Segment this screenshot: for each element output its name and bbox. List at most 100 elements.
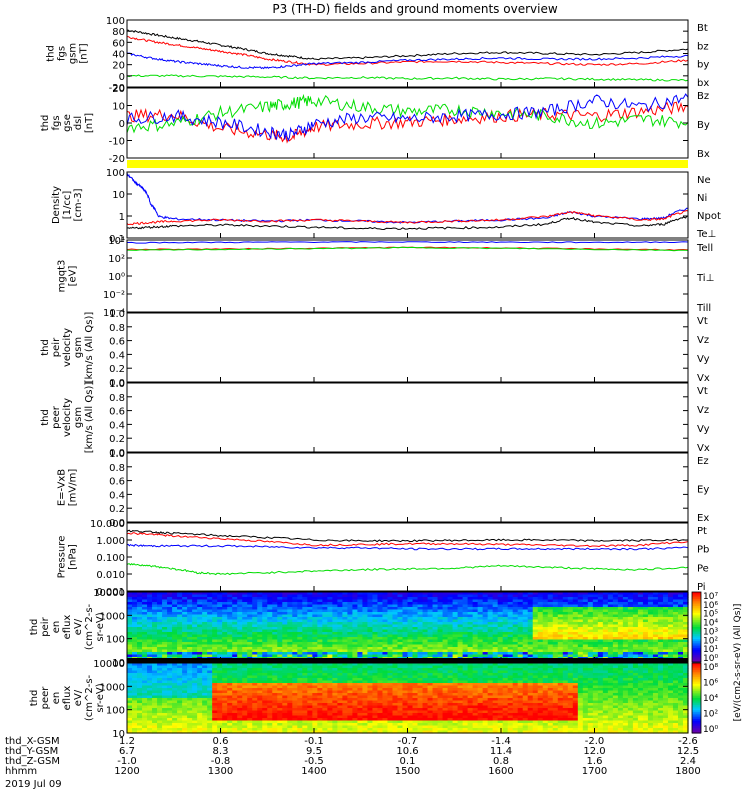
heatmap-cell [167, 685, 173, 689]
heatmap-cell [277, 594, 283, 598]
heatmap-cell [397, 592, 404, 596]
heatmap-cell [432, 644, 439, 648]
heatmap-cell [537, 675, 544, 679]
heatmap-cell [162, 690, 168, 694]
heatmap-cell [312, 619, 318, 623]
heatmap-cell [542, 663, 549, 667]
heatmap-cell [572, 649, 579, 653]
heatmap-cell [182, 604, 188, 608]
heatmap-cell [532, 607, 539, 611]
heatmap-cell [447, 690, 454, 694]
heatmap-cell [572, 599, 579, 603]
heatmap-cell [512, 663, 519, 667]
heatmap-cell [517, 670, 524, 674]
heatmap-cell [537, 629, 544, 633]
heatmap-cell [557, 592, 564, 596]
heatmap-cell [442, 639, 449, 643]
heatmap-cell [462, 680, 469, 684]
heatmap-cell [237, 614, 243, 618]
heatmap-cell [147, 673, 153, 677]
heatmap-cell [277, 627, 283, 631]
heatmap-cell [337, 683, 343, 687]
heatmap-cell [677, 654, 684, 658]
heatmap-cell [272, 639, 278, 643]
heatmap-cell [427, 675, 434, 679]
heatmap-cell [202, 652, 208, 656]
heatmap-cell [277, 639, 283, 643]
heatmap-cell [467, 619, 474, 623]
heatmap-cell [302, 594, 308, 598]
heatmap-cell [442, 690, 449, 694]
heatmap-cell [247, 690, 253, 694]
y-axis-label-line: [nPa] [68, 544, 79, 570]
heatmap-cell [652, 612, 659, 616]
heatmap-cell [662, 690, 669, 694]
heatmap-cell [382, 609, 389, 613]
heatmap-cell [152, 599, 158, 603]
heatmap-cell [587, 594, 594, 598]
heatmap-cell [132, 670, 138, 674]
heatmap-cell [367, 609, 374, 613]
heatmap-cell [202, 688, 208, 692]
heatmap-cell [682, 632, 689, 636]
heatmap-cell [287, 652, 293, 656]
heatmap-cell [467, 612, 474, 616]
heatmap-cell [177, 644, 183, 648]
y-axis-label: Pressure[nPa] [57, 536, 79, 579]
heatmap-cell [567, 690, 574, 694]
heatmap-cell [442, 688, 449, 692]
heatmap-cell [187, 602, 193, 606]
heatmap-cell [522, 602, 529, 606]
heatmap-cell [427, 647, 434, 651]
heatmap-cell [157, 652, 163, 656]
heatmap-cell [467, 592, 474, 596]
heatmap-cell [397, 654, 404, 658]
heatmap-cell [662, 624, 669, 628]
heatmap-cell [197, 688, 203, 692]
heatmap-cell [607, 685, 614, 689]
heatmap-cell [182, 602, 188, 606]
heatmap-cell [132, 624, 138, 628]
heatmap-cell [442, 597, 449, 601]
heatmap-cell [472, 647, 479, 651]
heatmap-cell [352, 673, 359, 677]
heatmap-cell [457, 675, 464, 679]
heatmap-cell [592, 693, 599, 697]
heatmap-cell [217, 642, 223, 646]
heatmap-cell [307, 670, 313, 674]
heatmap-cell [682, 683, 689, 687]
heatmap-cell [242, 639, 248, 643]
heatmap-cell [637, 614, 644, 618]
heatmap-cell [327, 639, 333, 643]
heatmap-cell [422, 654, 429, 658]
heatmap-cell [607, 617, 614, 621]
heatmap-cell [247, 622, 253, 626]
heatmap-cell [217, 634, 223, 638]
heatmap-cell [222, 647, 228, 651]
heatmap-cell [557, 647, 564, 651]
heatmap-cell [162, 654, 168, 658]
colorbar-segment [692, 620, 701, 623]
heatmap-cell [332, 680, 338, 684]
heatmap-cell [487, 604, 494, 608]
heatmap-cell [647, 594, 654, 598]
heatmap-cell [217, 688, 223, 692]
heatmap-cell [307, 678, 313, 682]
colorbar-segment [692, 609, 701, 612]
heatmap-cell [637, 624, 644, 628]
heatmap-cell [402, 634, 409, 638]
heatmap-cell [337, 680, 343, 684]
heatmap-cell [477, 688, 484, 692]
heatmap-cell [457, 693, 464, 697]
heatmap-cell [382, 637, 389, 641]
heatmap-cell [202, 632, 208, 636]
heatmap-cell [202, 678, 208, 682]
heatmap-cell [492, 639, 499, 643]
heatmap-cell [412, 619, 419, 623]
heatmap-cell [282, 678, 288, 682]
heatmap-cell [282, 627, 288, 631]
heatmap-cell [177, 619, 183, 623]
heatmap-cell [282, 592, 288, 596]
heatmap-cell [582, 629, 589, 633]
heatmap-cell [527, 614, 534, 618]
